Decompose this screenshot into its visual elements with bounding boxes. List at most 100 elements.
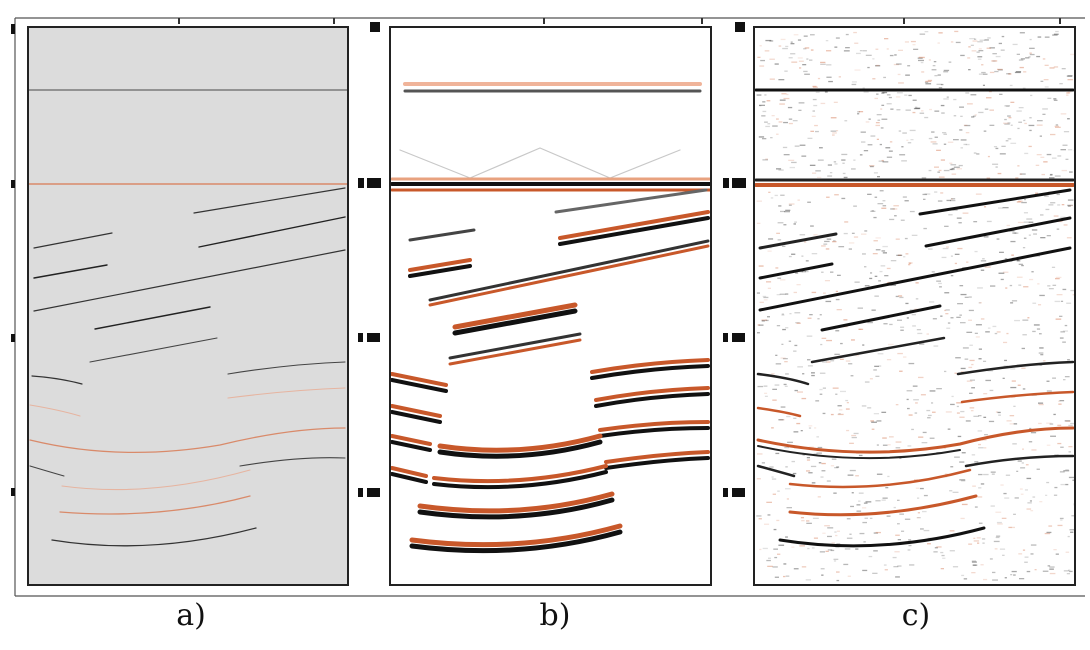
noise-dot bbox=[856, 504, 861, 506]
noise-dot bbox=[992, 579, 998, 581]
noise-dot bbox=[826, 64, 832, 66]
noise-dot bbox=[915, 107, 921, 109]
noise-dot bbox=[827, 175, 833, 177]
noise-dot bbox=[1061, 169, 1067, 172]
noise-dot bbox=[767, 316, 770, 318]
noise-dot bbox=[1063, 131, 1070, 133]
noise-dot bbox=[961, 480, 966, 482]
noise-speckle bbox=[756, 30, 1075, 582]
noise-dot bbox=[951, 173, 957, 175]
noise-dot bbox=[836, 543, 841, 545]
noise-dot bbox=[1067, 75, 1073, 77]
noise-dot bbox=[960, 517, 965, 520]
noise-dot bbox=[812, 86, 818, 88]
noise-dot bbox=[779, 99, 786, 101]
noise-dot bbox=[917, 497, 920, 499]
noise-dot bbox=[880, 127, 884, 129]
noise-dot bbox=[888, 150, 893, 152]
noise-dot bbox=[875, 500, 881, 502]
noise-dot bbox=[793, 350, 797, 352]
noise-dot bbox=[845, 33, 849, 36]
noise-dot bbox=[782, 47, 788, 50]
noise-dot bbox=[1039, 501, 1043, 503]
noise-dot bbox=[850, 505, 854, 508]
noise-dot bbox=[848, 242, 855, 244]
noise-dot bbox=[811, 291, 817, 294]
noise-dot bbox=[904, 41, 909, 43]
noise-dot bbox=[1011, 396, 1016, 398]
noise-dot bbox=[1036, 154, 1042, 156]
noise-dot bbox=[1052, 284, 1057, 286]
noise-dot bbox=[898, 82, 904, 84]
noise-dot bbox=[882, 91, 888, 94]
noise-dot bbox=[953, 98, 957, 101]
noise-dot bbox=[934, 166, 939, 168]
noise-dot bbox=[780, 194, 785, 196]
noise-dot bbox=[886, 156, 893, 158]
noise-dot bbox=[826, 361, 831, 363]
noise-dot bbox=[977, 287, 983, 289]
noise-dot bbox=[827, 527, 834, 529]
noise-dot bbox=[1029, 47, 1035, 49]
noise-dot bbox=[886, 359, 892, 361]
noise-dot bbox=[871, 428, 875, 430]
noise-dot bbox=[836, 571, 840, 573]
noise-dot bbox=[944, 292, 950, 294]
noise-dot bbox=[971, 363, 974, 366]
noise-dot bbox=[826, 480, 831, 482]
noise-dot bbox=[793, 291, 797, 294]
noise-dot bbox=[781, 314, 785, 316]
noise-dot bbox=[782, 358, 788, 360]
noise-dot bbox=[957, 247, 963, 250]
noise-dot bbox=[833, 101, 838, 103]
noise-dot bbox=[998, 42, 1002, 45]
noise-dot bbox=[998, 207, 1003, 209]
noise-dot bbox=[821, 337, 827, 339]
noise-dot bbox=[821, 271, 824, 273]
noise-dot bbox=[775, 452, 780, 455]
noise-dot bbox=[873, 532, 878, 534]
noise-dot bbox=[775, 267, 779, 269]
noise-dot bbox=[842, 162, 845, 164]
noise-dot bbox=[1066, 75, 1073, 77]
noise-dot bbox=[906, 317, 909, 319]
noise-dot bbox=[996, 535, 1001, 537]
noise-dot bbox=[796, 422, 801, 425]
noise-dot bbox=[1053, 549, 1057, 551]
noise-dot bbox=[802, 454, 806, 456]
noise-dot bbox=[760, 59, 765, 62]
noise-dot bbox=[799, 67, 802, 69]
noise-dot bbox=[877, 176, 880, 178]
noise-dot bbox=[933, 61, 937, 63]
noise-dot bbox=[941, 554, 945, 557]
noise-dot bbox=[834, 353, 840, 355]
noise-dot bbox=[918, 376, 924, 379]
noise-dot bbox=[804, 270, 809, 273]
noise-dot bbox=[946, 96, 949, 98]
noise-dot bbox=[881, 207, 887, 209]
noise-dot bbox=[823, 243, 828, 245]
noise-dot bbox=[1026, 508, 1032, 510]
noise-dot bbox=[845, 360, 851, 362]
noise-dot bbox=[847, 575, 851, 577]
noise-dot bbox=[961, 452, 966, 454]
noise-dot bbox=[913, 48, 919, 50]
noise-dot bbox=[906, 390, 913, 392]
noise-dot bbox=[952, 566, 959, 568]
noise-dot bbox=[959, 106, 964, 108]
noise-dot bbox=[781, 93, 787, 95]
noise-dot bbox=[898, 49, 903, 51]
noise-dot bbox=[783, 154, 790, 156]
noise-dot bbox=[994, 70, 999, 73]
noise-dot bbox=[1046, 422, 1052, 424]
noise-dot bbox=[756, 222, 761, 224]
noise-dot bbox=[827, 164, 832, 166]
noise-dot bbox=[806, 457, 810, 459]
noise-dot bbox=[821, 574, 824, 576]
noise-dot bbox=[841, 159, 846, 161]
noise-dot bbox=[814, 427, 817, 429]
noise-dot bbox=[881, 159, 884, 162]
noise-dot bbox=[982, 258, 985, 260]
noise-dot bbox=[1044, 86, 1049, 88]
noise-dot bbox=[957, 303, 963, 305]
